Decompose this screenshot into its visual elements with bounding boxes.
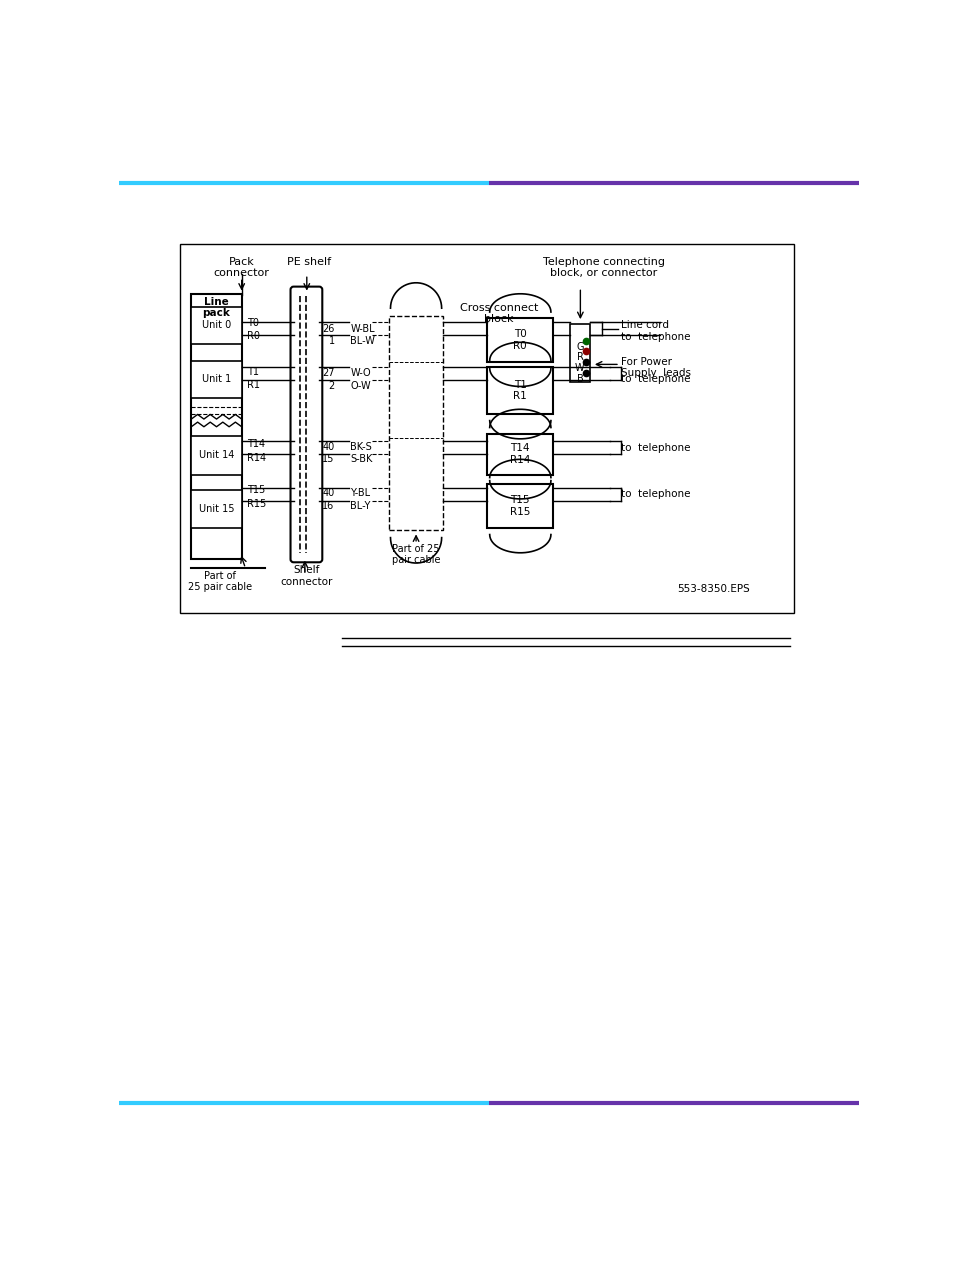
Bar <box>192 490 241 528</box>
Bar <box>487 318 553 363</box>
Text: Unit 1: Unit 1 <box>202 374 231 384</box>
Text: R0: R0 <box>247 331 260 341</box>
Text: to  telephone: to telephone <box>620 374 690 384</box>
Text: R1: R1 <box>247 380 260 389</box>
Text: R: R <box>577 352 583 363</box>
Text: 40: 40 <box>322 443 335 452</box>
Text: Unit 15: Unit 15 <box>198 504 234 514</box>
Text: 15: 15 <box>322 454 335 464</box>
Text: R14: R14 <box>247 453 266 463</box>
Text: T1: T1 <box>247 366 259 377</box>
Text: to  telephone: to telephone <box>620 443 690 453</box>
Text: T0
R0: T0 R0 <box>513 329 527 351</box>
Text: PE shelf: PE shelf <box>287 257 331 267</box>
Text: 16: 16 <box>322 501 335 510</box>
Text: For Power
Supply  leads: For Power Supply leads <box>620 356 691 378</box>
Text: B: B <box>577 374 583 384</box>
Text: T15: T15 <box>247 486 265 495</box>
Bar <box>487 483 553 528</box>
Text: Line
pack: Line pack <box>202 296 231 318</box>
Text: T14: T14 <box>247 439 265 449</box>
Text: Pack
connector: Pack connector <box>213 257 270 279</box>
Text: BL-W: BL-W <box>350 336 375 346</box>
Text: Cross connect
block: Cross connect block <box>459 303 537 324</box>
Text: 1: 1 <box>328 336 335 346</box>
Text: W-BL: W-BL <box>350 323 375 333</box>
Text: Part of
25 pair cable: Part of 25 pair cable <box>188 571 253 593</box>
Text: BL-Y: BL-Y <box>350 501 370 510</box>
Text: Part of 25
pair cable: Part of 25 pair cable <box>392 544 440 565</box>
Text: T1
R1: T1 R1 <box>513 380 527 402</box>
Text: R15: R15 <box>247 499 266 509</box>
Text: 40: 40 <box>322 488 335 499</box>
Text: 2: 2 <box>328 380 335 391</box>
Text: T0: T0 <box>247 318 259 328</box>
Text: 27: 27 <box>322 368 335 378</box>
Text: G: G <box>577 342 583 352</box>
Text: O-W: O-W <box>350 380 371 391</box>
Text: to  telephone: to telephone <box>620 490 690 499</box>
Text: W: W <box>574 363 583 373</box>
Text: S-BK: S-BK <box>350 454 373 464</box>
Bar <box>192 294 241 560</box>
Text: BK-S: BK-S <box>350 443 372 452</box>
Text: W-O: W-O <box>350 368 371 378</box>
Text: Y-BL: Y-BL <box>350 488 370 499</box>
Bar <box>487 434 553 474</box>
Bar <box>389 315 443 530</box>
Text: 553-8350.EPS: 553-8350.EPS <box>677 584 749 594</box>
Bar <box>192 436 241 474</box>
Text: Telephone connecting
block, or connector: Telephone connecting block, or connector <box>542 257 664 279</box>
Text: Line cord
to  telephone: Line cord to telephone <box>620 321 690 342</box>
Bar <box>570 323 590 382</box>
Bar <box>192 360 241 397</box>
Text: T14
R14: T14 R14 <box>510 444 530 464</box>
Bar <box>192 307 241 343</box>
Bar <box>487 366 553 415</box>
Bar <box>179 243 793 613</box>
FancyBboxPatch shape <box>291 286 322 562</box>
Text: Unit 0: Unit 0 <box>202 321 231 331</box>
Text: 26: 26 <box>322 323 335 333</box>
Text: T15
R15: T15 R15 <box>510 495 530 516</box>
Text: Unit 14: Unit 14 <box>198 450 233 460</box>
Text: Shelf
connector: Shelf connector <box>280 565 333 586</box>
